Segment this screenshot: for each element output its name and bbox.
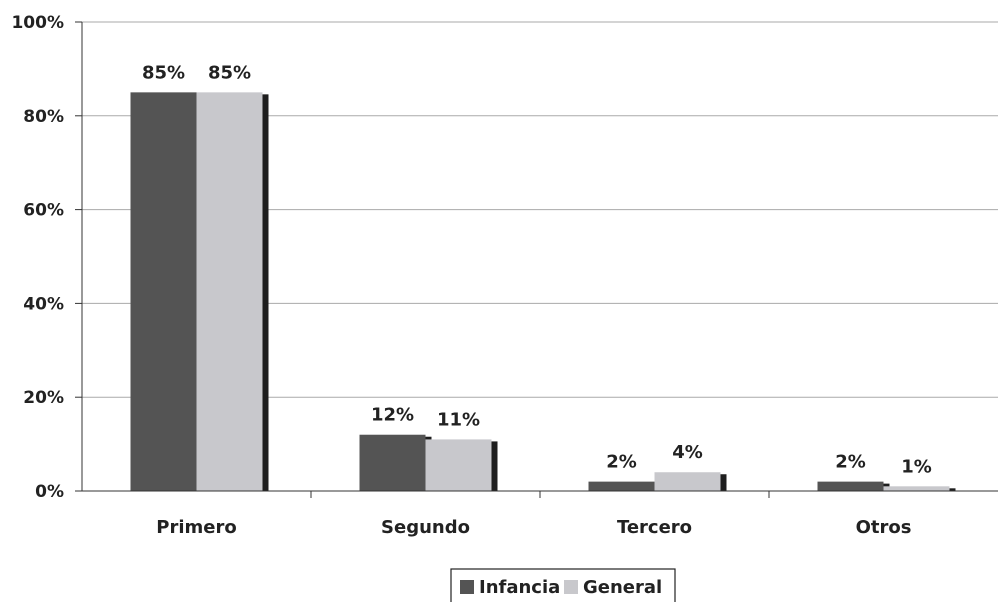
bar-infancia: [130, 92, 197, 491]
axes: 0% 20% 40% 60% 80% 100% Primero Segundo Tercero O…: [11, 13, 998, 538]
category-label: Segundo: [381, 517, 470, 538]
bar-infancia: [588, 481, 655, 491]
bar-shadow: [949, 488, 956, 491]
data-label: 1%: [901, 456, 932, 477]
category-label: Tercero: [617, 517, 692, 538]
y-tick-label: 100%: [11, 13, 64, 33]
data-labels: 85% 85% 12% 11% 2% 4% 2% 1%: [142, 62, 932, 477]
bar-infancia: [359, 434, 426, 491]
legend-label: General: [583, 577, 662, 598]
data-label: 11%: [437, 409, 480, 430]
y-tick-label: 40%: [23, 294, 64, 314]
bar-general: [654, 472, 721, 491]
y-tick-label: 60%: [23, 201, 64, 221]
y-tick-label: 0%: [35, 482, 64, 502]
category-label: Primero: [156, 517, 236, 538]
legend-swatch: [460, 580, 474, 594]
legend: Infancia General: [450, 568, 676, 602]
bar-general: [196, 92, 263, 491]
bars: [130, 92, 956, 491]
data-label: 85%: [142, 62, 185, 83]
data-label: 2%: [835, 452, 866, 473]
data-label: 4%: [672, 442, 703, 463]
y-tick-label: 20%: [23, 388, 64, 408]
legend-box: [450, 568, 676, 602]
bar-general: [883, 486, 950, 491]
legend-label: Infancia: [479, 577, 560, 598]
data-label: 2%: [606, 452, 637, 473]
bar-shadow: [491, 441, 498, 491]
y-tick-label: 80%: [23, 107, 64, 127]
bar-shadow: [720, 474, 727, 491]
bar-general: [425, 439, 492, 491]
category-label: Otros: [856, 517, 912, 538]
bar-infancia: [817, 481, 884, 491]
data-label: 12%: [371, 405, 414, 426]
bar-shadow: [262, 94, 269, 491]
legend-swatch: [564, 580, 578, 594]
data-label: 85%: [208, 62, 251, 83]
